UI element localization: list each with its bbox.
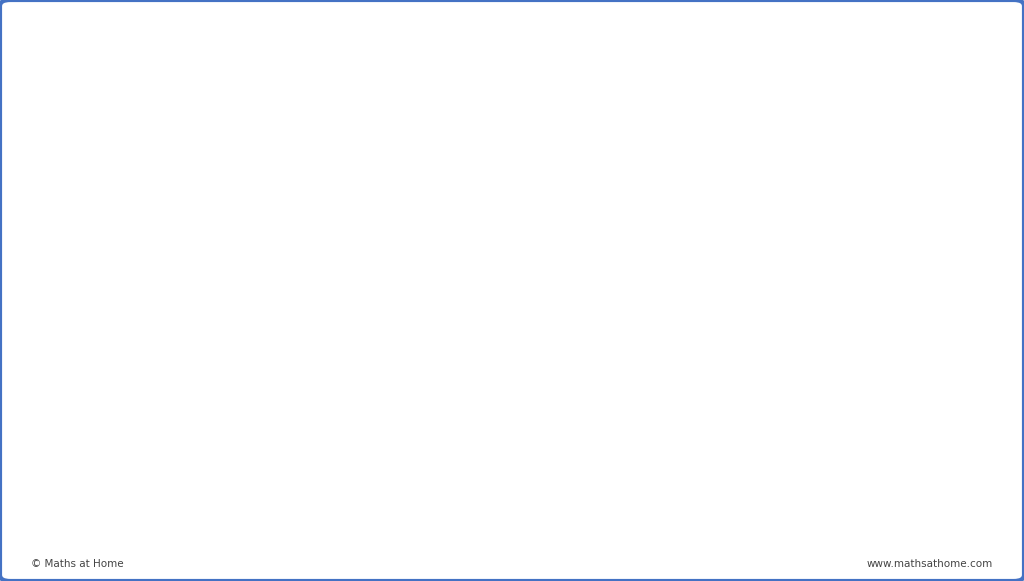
- Text: -4: -4: [236, 308, 246, 318]
- Text: 3: 3: [408, 308, 415, 318]
- Text: -7: -7: [317, 450, 328, 460]
- Text: -5: -5: [317, 405, 328, 415]
- Text: 3: 3: [322, 223, 328, 233]
- Text: x: x: [593, 280, 604, 299]
- Text: -2: -2: [317, 336, 328, 347]
- Text: www.mathsathome.com: www.mathsathome.com: [867, 560, 993, 569]
- Text: -3: -3: [260, 308, 270, 318]
- Text: -3: -3: [317, 360, 328, 370]
- Text: 2: 2: [383, 308, 390, 318]
- Text: -4: -4: [317, 382, 328, 392]
- Text: The x-axis intercepts are at: The x-axis intercepts are at: [686, 340, 914, 357]
- Text: 4: 4: [432, 308, 438, 318]
- Text: © Maths at Home: © Maths at Home: [31, 560, 123, 569]
- Text: 8: 8: [322, 110, 328, 120]
- Text: 6: 6: [322, 155, 328, 165]
- Text: 1: 1: [322, 268, 328, 279]
- Text: 5: 5: [457, 308, 463, 318]
- Text: at: at: [53, 69, 59, 74]
- Text: -1: -1: [317, 314, 328, 324]
- Text: -7: -7: [162, 308, 172, 318]
- Text: 8: 8: [529, 308, 537, 318]
- Text: -9: -9: [114, 308, 124, 318]
- Text: The y-axis intercept is at: The y-axis intercept is at: [737, 96, 943, 113]
- Text: -5: -5: [211, 308, 221, 318]
- Text: -9: -9: [317, 496, 328, 505]
- Text: -6: -6: [317, 428, 328, 437]
- Polygon shape: [28, 33, 85, 101]
- Text: 5: 5: [322, 178, 328, 188]
- Text: -10: -10: [311, 518, 328, 528]
- Text: (0, 7): (0, 7): [998, 96, 1024, 113]
- Text: -10: -10: [86, 308, 102, 318]
- Text: 1: 1: [359, 308, 366, 318]
- Text: 4: 4: [322, 200, 328, 210]
- Text: MATHS: MATHS: [40, 53, 73, 62]
- Text: 9: 9: [322, 87, 328, 97]
- Text: home: home: [46, 83, 67, 89]
- Text: (1, 0)  and   (7, 0): (1, 0) and (7, 0): [707, 392, 870, 410]
- Text: 10: 10: [575, 308, 589, 318]
- Text: 7: 7: [322, 132, 328, 142]
- Text: 2: 2: [322, 246, 328, 256]
- Text: 6: 6: [481, 308, 487, 318]
- Text: -2: -2: [284, 308, 294, 318]
- Text: -8: -8: [137, 308, 148, 318]
- Text: 10: 10: [315, 64, 328, 74]
- Text: 9: 9: [554, 308, 561, 318]
- Text: -1: -1: [308, 308, 318, 318]
- Text: -8: -8: [317, 473, 328, 483]
- Text: y: y: [340, 42, 351, 61]
- Text: 7: 7: [505, 308, 512, 318]
- Text: -6: -6: [186, 308, 197, 318]
